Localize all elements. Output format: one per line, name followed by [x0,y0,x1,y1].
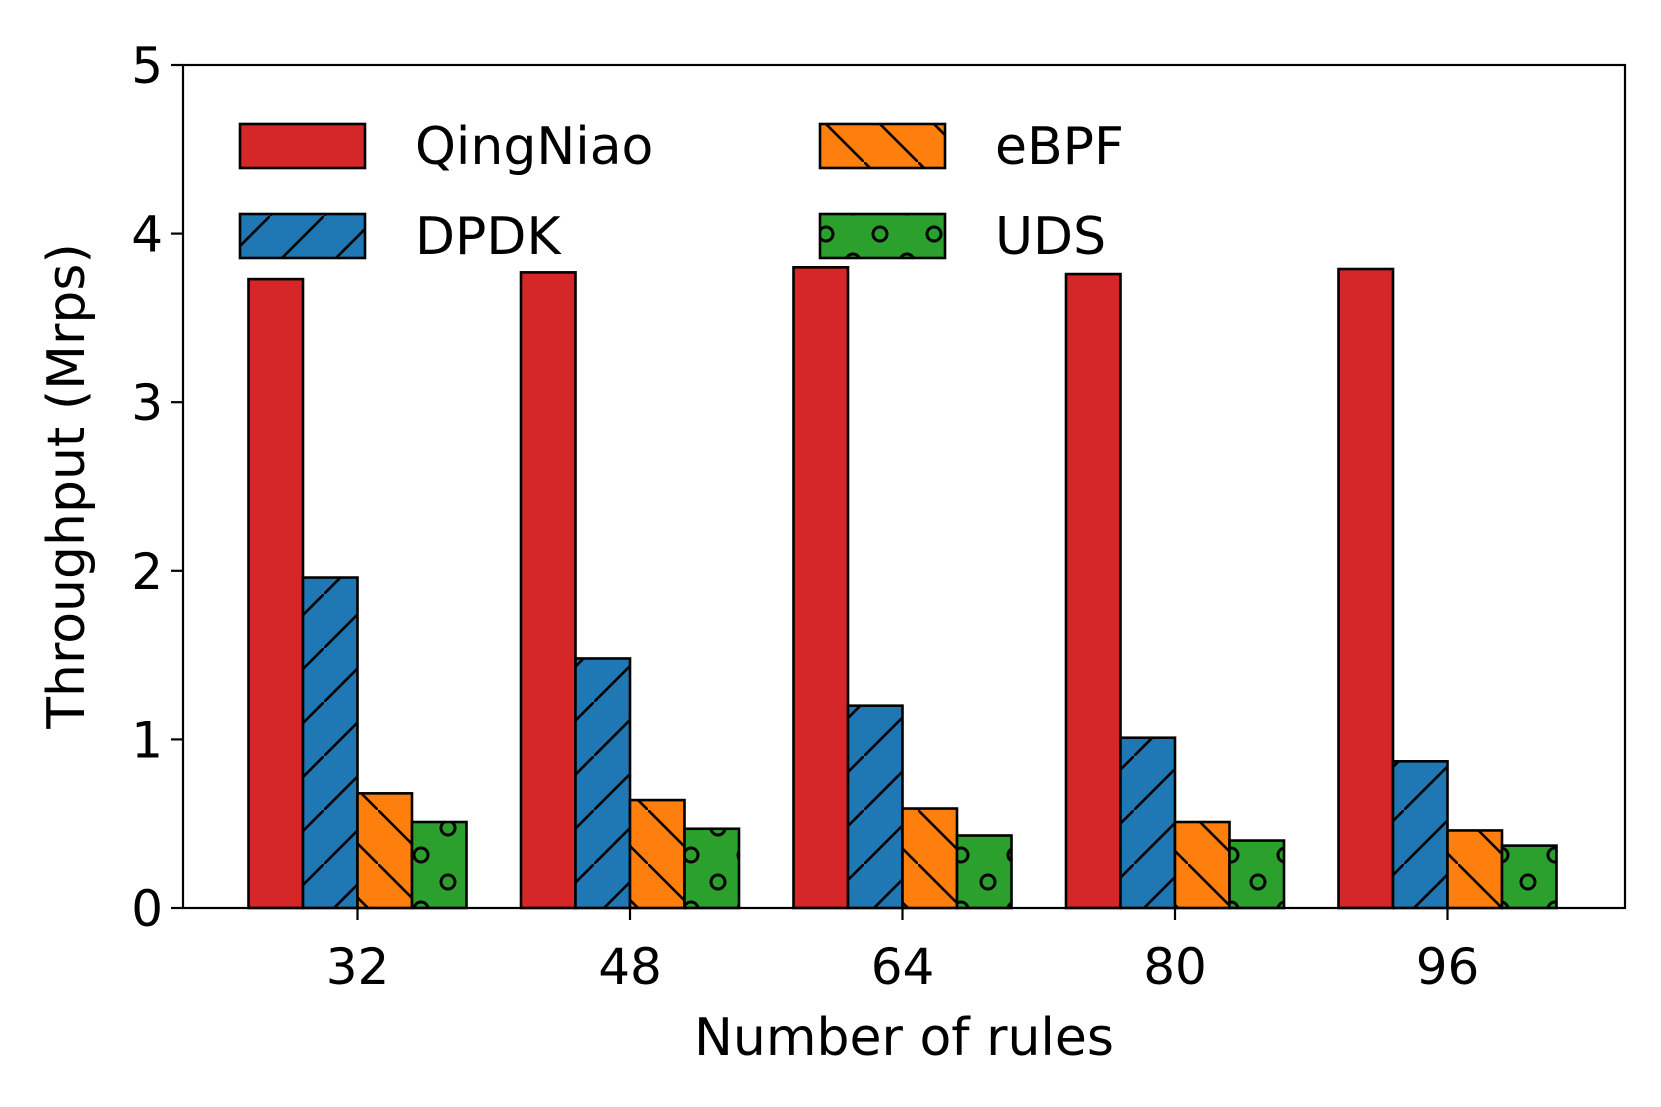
legend-swatch-ebpf-hatch [820,124,945,168]
bar-ebpf-48-hatch [630,800,685,908]
x-tick-label: 80 [1143,938,1207,996]
plot-frame [181,63,1627,910]
bar-dpdk-32-hatch [303,577,358,908]
x-tick-label: 32 [326,938,390,996]
bar-qingniao-80 [1066,274,1121,909]
y-tick-label: 1 [131,711,163,769]
bar-uds-64-hatch [957,835,1012,908]
y-tick-label: 3 [131,374,163,432]
bar-ebpf-32-hatch [357,793,412,908]
legend-swatch-qingniao [240,124,365,168]
legend-label-ebpf: eBPF [995,117,1124,177]
y-axis-ticks: 0 1 2 3 4 5 [131,37,183,938]
legend-label-qingniao: QingNiao [415,117,653,177]
y-axis-title: Throughput (Mrps) [37,243,97,730]
legend-label-dpdk: DPDK [415,207,562,267]
bar-qingniao-96 [1338,269,1393,909]
bar-ebpf-96-hatch [1447,830,1502,908]
y-tick-label: 0 [131,880,163,938]
legend-swatch-ebpf-outline [818,122,947,170]
legend: QingNiao DPDK eBPF UDS [238,117,1124,267]
bar-qingniao-48 [521,272,576,908]
bar-dpdk-64-hatch [848,705,903,908]
x-axis-title: Number of rules [694,1008,1114,1068]
legend-swatch-dpdk-outline [238,212,367,260]
bar-uds-96-hatch [1502,845,1557,908]
bar-dpdk-80-hatch [1120,737,1175,908]
bar-dpdk-96-hatch [1393,761,1448,908]
y-tick-label: 2 [131,543,163,601]
bar-ebpf-64-hatch [902,808,957,908]
bar-ebpf-80-hatch [1175,822,1230,908]
legend-swatch-qingniao-outline [238,122,367,170]
bar-qingniao-64 [793,267,848,908]
bar-qingniao-32 [248,279,303,908]
bar-uds-48-hatch [684,828,739,908]
x-axis-ticks: 32 48 64 80 96 [326,908,1480,996]
x-tick-label: 96 [1416,938,1480,996]
legend-swatch-uds-outline [818,212,947,260]
legend-label-uds: UDS [995,207,1106,267]
legend-swatch-dpdk-hatch [240,214,365,258]
legend-swatch-uds-hatch [820,214,945,258]
y-tick-label: 5 [131,37,163,95]
x-tick-label: 64 [871,938,935,996]
bar-dpdk-48-hatch [575,658,630,908]
bars-group [247,266,1558,910]
bar-uds-32-hatch [412,822,467,908]
y-tick-label: 4 [131,206,163,264]
bar-uds-80-hatch [1229,840,1284,908]
x-tick-label: 48 [598,938,662,996]
